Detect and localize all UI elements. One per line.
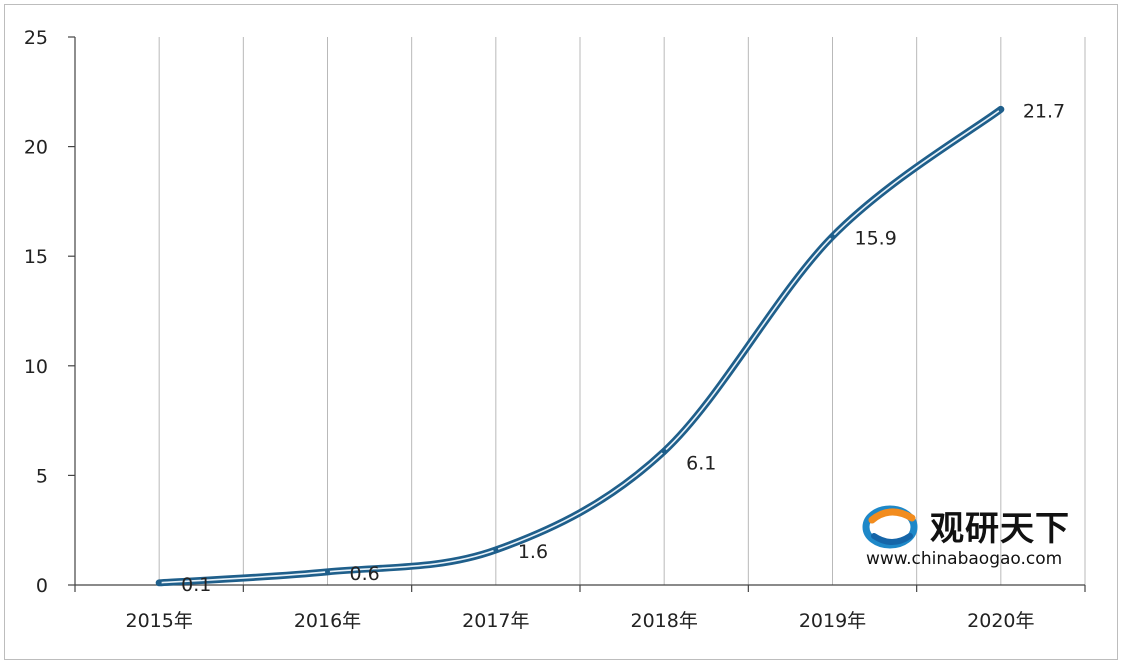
data-label: 1.6 — [518, 541, 548, 563]
watermark-name: 观研天下 — [930, 509, 1070, 549]
data-point — [661, 448, 667, 454]
watermark-logo: 观研天下 www.chinabaogao.com — [862, 505, 1070, 569]
y-axis-ticks: 0 5 10 15 20 25 — [24, 27, 75, 597]
data-point — [493, 547, 499, 553]
data-point — [998, 106, 1004, 112]
x-tick-label: 2019年 — [799, 610, 866, 632]
data-label: 0.1 — [181, 574, 211, 596]
x-tick-label: 2016年 — [294, 610, 361, 632]
y-tick-label: 10 — [24, 356, 48, 378]
chart-frame — [4, 4, 1118, 660]
x-tick-label: 2017年 — [462, 610, 529, 632]
x-tick-label: 2018年 — [630, 610, 697, 632]
data-label: 15.9 — [855, 227, 897, 249]
y-tick-label: 25 — [24, 27, 48, 49]
x-tick-label: 2020年 — [967, 610, 1034, 632]
data-label: 21.7 — [1023, 100, 1065, 122]
y-tick-label: 5 — [36, 465, 48, 487]
grid-lines — [74, 37, 1086, 585]
series-line — [155, 105, 1005, 587]
x-tick-label: 2015年 — [125, 610, 192, 632]
x-axis-ticks: 2015年 2016年 2017年 2018年 2019年 2020年 — [74, 585, 1086, 632]
y-tick-label: 15 — [24, 246, 48, 268]
logo-swirl-icon — [862, 505, 918, 549]
y-tick-label: 20 — [24, 137, 48, 159]
watermark-url: www.chinabaogao.com — [866, 549, 1062, 569]
data-labels: 0.1 0.6 1.6 6.1 15.9 21.7 — [181, 100, 1065, 595]
data-label: 6.1 — [686, 452, 716, 474]
data-point — [156, 580, 162, 586]
y-tick-label: 0 — [36, 575, 48, 597]
data-point — [830, 233, 835, 239]
data-label: 0.6 — [350, 563, 380, 585]
data-point — [325, 569, 330, 575]
